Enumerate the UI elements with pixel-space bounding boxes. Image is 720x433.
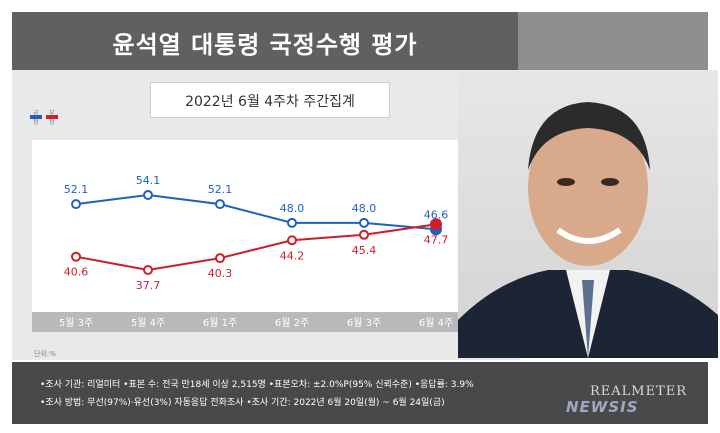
data-label: 52.1 (208, 183, 233, 196)
chart-subtitle: 2022년 6월 4주차 주간집계 (185, 94, 355, 110)
data-label: 40.6 (64, 266, 89, 279)
data-point (71, 251, 81, 262)
data-label: 48.0 (280, 202, 305, 215)
survey-info-line-1: •조사 기관: 리얼미터 •표본 수: 전국 만18세 이상 2,515명 •표… (40, 380, 474, 390)
x-tick-label: 6월 3주 (347, 317, 381, 329)
newsis-watermark: NEWSIS (566, 398, 639, 416)
data-label: 40.3 (208, 267, 233, 280)
data-point (287, 217, 297, 228)
title-bar-extension (518, 12, 708, 70)
survey-info-line-2: •조사 방법: 무선(97%)·유선(3%) 자동응답 전화조사 •조사 기간:… (40, 398, 445, 408)
data-point (215, 253, 225, 264)
data-point (215, 199, 225, 210)
x-tick-label: 5월 3주 (59, 317, 93, 329)
survey-info-footer: •조사 기관: 리얼미터 •표본 수: 전국 만18세 이상 2,515명 •표… (12, 362, 708, 424)
data-label: 46.6 (424, 208, 449, 221)
data-point (143, 265, 153, 275)
unit-label: 단위:% (34, 350, 56, 358)
x-tick-label: 6월 4주 (419, 317, 453, 329)
data-label: 44.2 (280, 249, 305, 262)
x-axis-strip (32, 312, 472, 332)
series-line-negative (75, 223, 437, 272)
brand-logo: REALMETER (590, 384, 688, 399)
data-point (430, 218, 442, 231)
data-point (359, 217, 369, 228)
chart-title: 윤석열 대통령 국정수행 평가 (112, 31, 418, 59)
x-tick-label: 6월 1주 (203, 317, 237, 329)
data-label: 54.1 (136, 174, 161, 187)
data-point (71, 199, 81, 210)
president-photo (458, 70, 718, 358)
data-point (287, 235, 297, 246)
portrait-illustration (458, 102, 718, 358)
data-label: 52.1 (64, 183, 89, 196)
subtitle-box: 2022년 6월 4주차 주간집계 (150, 82, 390, 118)
legend-swatch-negative (46, 115, 58, 119)
data-label: 37.7 (136, 279, 161, 292)
data-label: 48.0 (352, 202, 377, 215)
title-bar: 윤석열 대통령 국정수행 평가 (12, 12, 518, 70)
series-line-positive (75, 193, 437, 231)
x-tick-label: 6월 2주 (275, 317, 309, 329)
line-chart: 5월 3주 5월 4주 6월 1주 6월 2주 6월 3주 6월 4주 52.1 54.1 52… (32, 140, 472, 332)
legend-label-positive: 긍정 (33, 110, 39, 126)
legend-swatch-positive (30, 115, 42, 119)
data-point (359, 229, 369, 240)
data-label: 45.4 (352, 244, 377, 257)
data-point (143, 190, 153, 200)
data-label: 47.7 (424, 233, 449, 246)
x-tick-label: 5월 4주 (131, 317, 165, 329)
legend-label-negative: 부정 (49, 110, 55, 126)
